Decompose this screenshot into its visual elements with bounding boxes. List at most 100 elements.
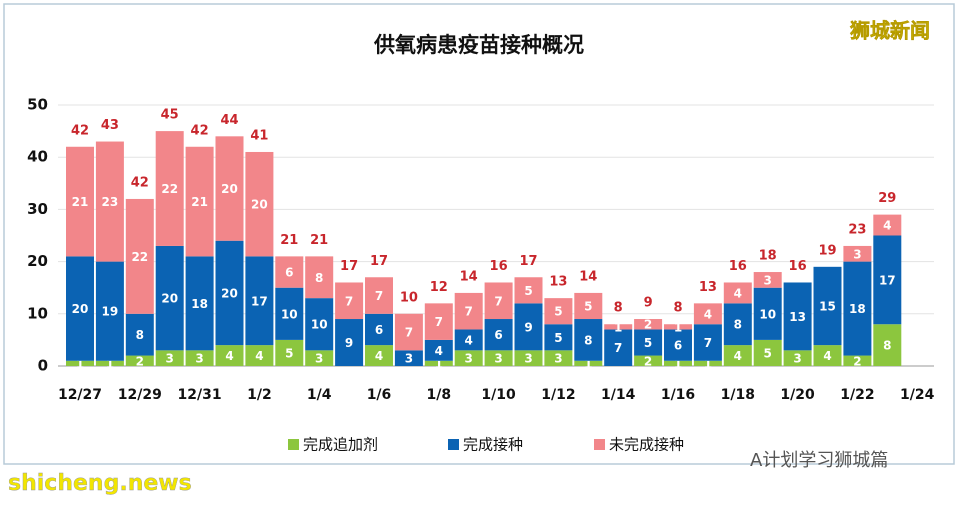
segment-label: 20 bbox=[251, 198, 268, 212]
segment-label: 8 bbox=[734, 318, 742, 332]
segment-label: 1 bbox=[674, 320, 682, 334]
bar-segment bbox=[245, 256, 274, 346]
total-label: 19 bbox=[818, 243, 836, 258]
x-tick-label: 1/20 bbox=[780, 387, 815, 403]
segment-label: 7 bbox=[435, 315, 443, 329]
segment-label: 6 bbox=[375, 323, 383, 337]
legend-label: 完成追加剂 bbox=[303, 436, 378, 454]
total-label: 45 bbox=[161, 108, 179, 123]
total-label: 23 bbox=[848, 222, 866, 237]
segment-label: 5 bbox=[584, 299, 592, 313]
bar-segment bbox=[753, 339, 782, 366]
segment-label: 6 bbox=[674, 339, 682, 353]
segment-label: 22 bbox=[161, 182, 178, 196]
bar-segment bbox=[95, 360, 124, 366]
bar-segment bbox=[454, 350, 483, 366]
bar-segment bbox=[245, 151, 274, 257]
bar-segment bbox=[783, 350, 812, 366]
bar-segment bbox=[335, 319, 364, 366]
x-tick-label: 12/29 bbox=[118, 387, 162, 403]
bar-segment bbox=[843, 245, 872, 262]
bar-segment bbox=[544, 350, 573, 366]
bar-segment bbox=[335, 282, 364, 320]
segment-label: 8 bbox=[584, 333, 592, 347]
y-tick-label: 50 bbox=[27, 96, 48, 114]
segment-label: 4 bbox=[883, 219, 891, 233]
bar-segment bbox=[424, 303, 453, 340]
legend-swatch bbox=[448, 439, 459, 450]
segment-label: 8 bbox=[136, 328, 144, 342]
segment-label: 2 bbox=[853, 354, 861, 368]
bar-segment bbox=[873, 214, 902, 236]
total-label: 16 bbox=[729, 259, 747, 274]
segment-label: 7 bbox=[465, 305, 473, 319]
segment-label: 4 bbox=[225, 349, 233, 363]
bar-segment bbox=[245, 345, 274, 366]
x-tick-label: 1/18 bbox=[721, 387, 755, 403]
bar-segment bbox=[125, 313, 154, 356]
segment-label: 2 bbox=[644, 354, 652, 368]
segment-label: 4 bbox=[435, 344, 443, 358]
y-tick-label: 10 bbox=[27, 304, 48, 322]
segment-label: 9 bbox=[345, 336, 353, 350]
segment-label: 3 bbox=[315, 352, 323, 366]
bar-segment bbox=[693, 324, 722, 361]
bar-segment bbox=[66, 146, 94, 257]
segment-label: 20 bbox=[72, 302, 89, 316]
bar-segment bbox=[125, 198, 154, 314]
y-tick-label: 40 bbox=[27, 148, 48, 166]
segment-label: 3 bbox=[494, 352, 502, 366]
legend-label: 未完成接种 bbox=[609, 436, 684, 454]
segment-label: 7 bbox=[345, 294, 353, 308]
y-tick-label: 0 bbox=[38, 357, 48, 375]
bar-segment bbox=[664, 324, 692, 330]
x-tick-label: 1/6 bbox=[367, 387, 392, 403]
total-label: 13 bbox=[699, 280, 717, 295]
watermark: 狮城新闻 bbox=[850, 19, 930, 43]
bar-segment bbox=[664, 360, 692, 366]
segment-label: 8 bbox=[315, 271, 323, 285]
x-tick-label: 1/22 bbox=[840, 387, 874, 403]
segment-label: 3 bbox=[764, 273, 772, 287]
bar-segment bbox=[155, 245, 184, 351]
segment-label: 21 bbox=[191, 195, 208, 209]
x-tick-label: 1/2 bbox=[247, 387, 272, 403]
segment-label: 5 bbox=[524, 284, 532, 298]
segment-label: 6 bbox=[494, 328, 502, 342]
total-label: 43 bbox=[101, 118, 119, 133]
total-label: 21 bbox=[280, 233, 298, 248]
bar-segment bbox=[305, 298, 334, 351]
total-label: 12 bbox=[430, 280, 448, 295]
segment-label: 5 bbox=[554, 331, 562, 345]
segment-label: 20 bbox=[221, 182, 238, 196]
bar-segment bbox=[634, 329, 663, 356]
bar-segment bbox=[424, 339, 453, 361]
bar-segment bbox=[723, 282, 752, 304]
bar-segment bbox=[125, 355, 154, 366]
bar-segment bbox=[813, 345, 842, 366]
segment-label: 4 bbox=[734, 349, 742, 363]
bar-segment bbox=[604, 329, 633, 366]
segment-label: 4 bbox=[465, 333, 473, 347]
segment-label: 5 bbox=[644, 336, 652, 350]
segment-label: 20 bbox=[221, 286, 238, 300]
segment-label: 3 bbox=[524, 352, 532, 366]
x-tick-label: 1/4 bbox=[307, 387, 332, 403]
segment-label: 6 bbox=[285, 266, 293, 280]
bar-segment bbox=[813, 266, 842, 346]
total-label: 17 bbox=[340, 259, 358, 274]
segment-label: 1 bbox=[704, 357, 712, 371]
total-label: 29 bbox=[878, 191, 896, 206]
segment-label: 4 bbox=[734, 286, 742, 300]
total-label: 14 bbox=[460, 269, 478, 284]
total-label: 18 bbox=[759, 249, 777, 264]
bar-segment bbox=[454, 329, 483, 351]
segment-label: 3 bbox=[793, 352, 801, 366]
segment-label: 18 bbox=[191, 297, 208, 311]
bar-segment bbox=[305, 256, 334, 299]
segment-label: 21 bbox=[72, 195, 89, 209]
segment-label: 2 bbox=[136, 354, 144, 368]
segment-label: 3 bbox=[465, 352, 473, 366]
segment-label: 5 bbox=[554, 305, 562, 319]
bar-segment bbox=[95, 261, 124, 361]
